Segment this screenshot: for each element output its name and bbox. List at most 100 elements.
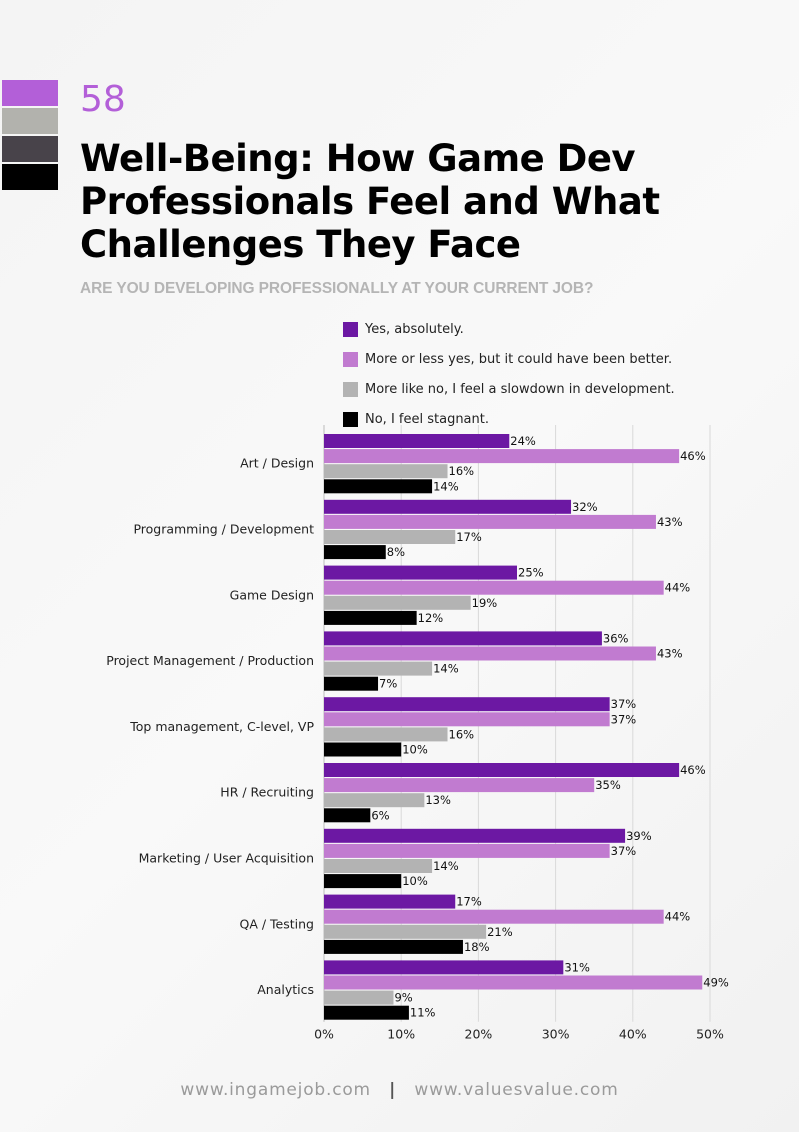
bar (324, 924, 487, 939)
x-tick-label: 50% (696, 1027, 724, 1042)
bar (324, 939, 463, 954)
bar (324, 434, 510, 448)
x-tick-label: 40% (619, 1027, 647, 1042)
legend-item: Yes, absolutely. (343, 314, 675, 344)
data-label: 6% (371, 808, 389, 822)
data-label: 39% (626, 829, 652, 843)
category-label: Programming / Development (133, 521, 314, 536)
footer-link-ingamejob[interactable]: www.ingamejob.com (180, 1080, 371, 1100)
data-label: 43% (657, 515, 683, 529)
data-label: 21% (487, 925, 513, 939)
swatch-black (2, 164, 58, 190)
x-tick-label: 10% (387, 1027, 415, 1042)
data-label: 10% (402, 743, 428, 757)
bar (324, 697, 610, 712)
legend-label: Yes, absolutely. (365, 321, 464, 337)
legend-item: No, I feel stagnant. (343, 404, 675, 434)
legend-swatch (343, 321, 358, 337)
bar (324, 610, 417, 625)
chart-title: ARE YOU DEVELOPING PROFESSIONALLY AT YOU… (80, 280, 594, 297)
swatch-purple (2, 80, 58, 106)
bar (324, 565, 517, 580)
bar (324, 859, 433, 873)
data-label: 44% (665, 581, 691, 595)
bar (324, 530, 456, 544)
data-label: 16% (449, 464, 475, 478)
swatch-dark (2, 136, 58, 162)
chart-legend: Yes, absolutely. More or less yes, but i… (343, 314, 675, 434)
category-label: Marketing / User Acquisition (139, 850, 314, 865)
page-number: 58 (80, 79, 126, 120)
data-label: 10% (402, 874, 428, 888)
bar (324, 975, 703, 990)
data-label: 13% (425, 793, 451, 807)
data-label: 32% (572, 500, 598, 514)
data-label: 18% (464, 940, 490, 954)
data-label: 11% (410, 1006, 436, 1020)
bar (324, 894, 456, 909)
category-label: Top management, C-level, VP (129, 719, 314, 734)
data-label: 14% (433, 479, 459, 493)
data-label: 14% (433, 662, 459, 676)
data-label: 37% (611, 697, 637, 711)
bar (324, 1005, 409, 1020)
category-label: Game Design (230, 587, 314, 602)
legend-item: More like no, I feel a slowdown in devel… (343, 374, 675, 404)
data-label: 37% (611, 844, 637, 858)
swatch-gray (2, 108, 58, 134)
category-label: HR / Recruiting (220, 785, 314, 800)
bar (324, 909, 664, 924)
data-label: 36% (603, 631, 629, 645)
bar (324, 960, 564, 975)
legend-item: More or less yes, but it could have been… (343, 344, 675, 374)
data-label: 17% (456, 895, 482, 909)
category-label: Art / Design (240, 456, 314, 471)
bar-chart: 0% 10% 20% 30% 40% 50%Art / Design24%46%16%14… (106, 425, 729, 1042)
color-swatches (2, 80, 58, 192)
x-tick-label: 30% (542, 1027, 570, 1042)
x-tick-label: 20% (465, 1027, 493, 1042)
footer-link-valuesvalue[interactable]: www.valuesvalue.com (414, 1080, 619, 1100)
bar (324, 676, 379, 691)
bar (324, 646, 656, 661)
data-label: 43% (657, 647, 683, 661)
data-label: 7% (379, 677, 397, 691)
data-label: 16% (449, 727, 475, 741)
bar (324, 742, 402, 757)
bar (324, 661, 433, 676)
legend-swatch (343, 351, 358, 367)
data-label: 46% (680, 449, 706, 463)
legend-label: More like no, I feel a slowdown in devel… (365, 381, 675, 397)
bar (324, 712, 610, 727)
bar (324, 990, 394, 1005)
legend-swatch (343, 381, 358, 397)
bar (324, 499, 572, 514)
data-label: 8% (387, 545, 405, 559)
bar (324, 479, 433, 494)
bar (324, 580, 664, 595)
bar (324, 808, 371, 823)
bar (324, 464, 448, 479)
data-label: 24% (510, 434, 536, 448)
category-label: Analytics (257, 982, 314, 997)
bar (324, 874, 402, 889)
bar (324, 595, 471, 610)
bar (324, 545, 386, 560)
category-label: Project Management / Production (106, 653, 314, 668)
footer: www.ingamejob.com | www.valuesvalue.com (0, 1080, 799, 1100)
data-label: 12% (418, 611, 444, 625)
bar (324, 727, 448, 742)
category-label: QA / Testing (240, 916, 315, 931)
bar (324, 793, 425, 808)
data-label: 46% (680, 763, 706, 777)
data-label: 25% (518, 566, 544, 580)
data-label: 14% (433, 859, 459, 873)
bar (324, 828, 626, 843)
bar (324, 631, 602, 646)
data-label: 19% (472, 596, 498, 610)
legend-label: More or less yes, but it could have been… (365, 351, 673, 367)
data-label: 44% (665, 910, 691, 924)
legend-label: No, I feel stagnant. (365, 411, 489, 427)
data-label: 35% (595, 778, 621, 792)
x-tick-label: 0% (314, 1027, 334, 1042)
